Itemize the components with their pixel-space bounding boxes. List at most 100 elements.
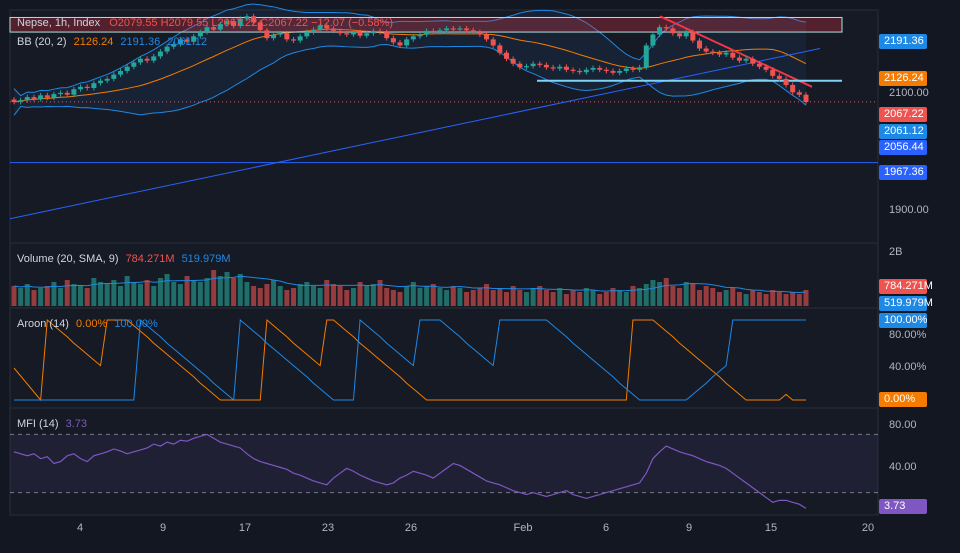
- volume-bar: [803, 290, 809, 306]
- volume-bar: [91, 278, 97, 306]
- candle-body: [204, 27, 210, 33]
- candle-body: [430, 30, 436, 33]
- volume-bar: [44, 286, 50, 306]
- candle-body: [271, 34, 277, 39]
- candle-body: [51, 94, 57, 98]
- aroon-title: Aroon (14): [17, 318, 69, 330]
- volume-bar: [530, 288, 536, 306]
- price-tick-1900: 1900.00: [889, 204, 929, 216]
- candle-body: [670, 28, 676, 34]
- candle-body: [377, 30, 383, 33]
- candle-body: [111, 74, 117, 79]
- volume-bar: [78, 286, 84, 306]
- volume-bar: [58, 288, 64, 306]
- volume-bar: [697, 290, 703, 306]
- candle-body: [763, 66, 769, 70]
- candle-body: [583, 69, 589, 73]
- candle-body: [563, 66, 569, 70]
- candle-body: [177, 39, 183, 45]
- candle-body: [723, 52, 729, 55]
- horizontal-line-tag: 1967.36: [879, 165, 927, 180]
- bb-legend: BB (20, 2) 2126.24 2191.36 2061.12: [17, 36, 207, 48]
- candle-body: [683, 32, 689, 37]
- candle-body: [410, 36, 416, 40]
- aroon-legend: Aroon (14) 0.00% 100.00%: [17, 318, 158, 330]
- candle-body: [211, 27, 217, 30]
- volume-bar: [224, 272, 230, 306]
- candle-body: [58, 92, 64, 95]
- price-tick-2100: 2100.00: [889, 87, 929, 99]
- candle-body: [304, 32, 310, 37]
- volume-bar: [776, 292, 782, 306]
- volume-bar: [157, 278, 163, 306]
- volume-bar: [377, 280, 383, 306]
- volume-bar: [563, 294, 569, 306]
- volume-bar: [750, 290, 756, 306]
- volume-bar: [617, 290, 623, 306]
- volume-sma-value: 519.979M: [181, 253, 231, 265]
- volume-bar: [390, 290, 396, 306]
- volume-bar: [430, 284, 436, 306]
- candle-body: [550, 67, 556, 69]
- volume-bar: [31, 290, 37, 306]
- candle-body: [590, 67, 596, 70]
- aroon-down-tag: 100.00%: [879, 313, 927, 328]
- candle-body: [790, 84, 796, 93]
- volume-bar: [204, 278, 210, 306]
- candle-body: [424, 30, 430, 35]
- volume-bar: [364, 286, 370, 306]
- volume-legend: Volume (20, SMA, 9) 784.271M 519.979M: [17, 253, 231, 265]
- volume-bar: [111, 280, 117, 306]
- candle-body: [756, 63, 762, 67]
- candle-body: [630, 68, 636, 70]
- candle-body: [390, 38, 396, 43]
- candle-body: [643, 45, 649, 68]
- candle-body: [450, 28, 456, 30]
- candle-body: [384, 32, 390, 39]
- bb-upper-value: 2191.36: [120, 36, 161, 48]
- x-tick: 9: [159, 522, 167, 534]
- candle-body: [184, 39, 190, 42]
- candle-body: [257, 22, 263, 31]
- candle-body: [231, 21, 237, 26]
- candle-body: [617, 70, 623, 73]
- volume-bar: [543, 290, 549, 306]
- last-price-tag: 2067.22: [879, 107, 927, 122]
- volume-bar: [603, 292, 609, 306]
- candle-body: [710, 51, 716, 53]
- volume-bar: [570, 290, 576, 306]
- candle-body: [157, 51, 163, 57]
- volume-bar: [597, 294, 603, 306]
- mfi-value: 3.73: [65, 418, 88, 430]
- volume-bar: [284, 290, 290, 306]
- volume-bar: [417, 288, 423, 306]
- volume-bar: [51, 282, 57, 306]
- volume-bar: [790, 292, 796, 306]
- volume-bar: [291, 288, 297, 306]
- volume-bar: [657, 282, 663, 306]
- volume-bar: [410, 282, 416, 306]
- volume-bar: [723, 290, 729, 306]
- volume-bar: [404, 286, 410, 306]
- candle-body: [64, 92, 70, 95]
- bb-lower-price-tag: 2061.12: [879, 124, 927, 139]
- volume-bar: [517, 290, 523, 306]
- volume-bar: [730, 288, 736, 306]
- volume-bar: [637, 288, 643, 306]
- x-tick: 23: [321, 522, 335, 534]
- candle-body: [490, 39, 496, 46]
- candle-body: [131, 62, 137, 67]
- x-tick: Feb: [513, 522, 533, 534]
- candle-body: [284, 33, 290, 40]
- candle-body: [277, 33, 283, 35]
- mfi-line: [13, 433, 807, 509]
- candle-body: [324, 25, 330, 29]
- candle-body: [703, 48, 709, 52]
- candle-body: [291, 39, 297, 41]
- candle-body: [251, 16, 257, 23]
- volume-bar: [164, 274, 170, 306]
- candle-body: [690, 32, 696, 41]
- volume-bar: [477, 288, 483, 306]
